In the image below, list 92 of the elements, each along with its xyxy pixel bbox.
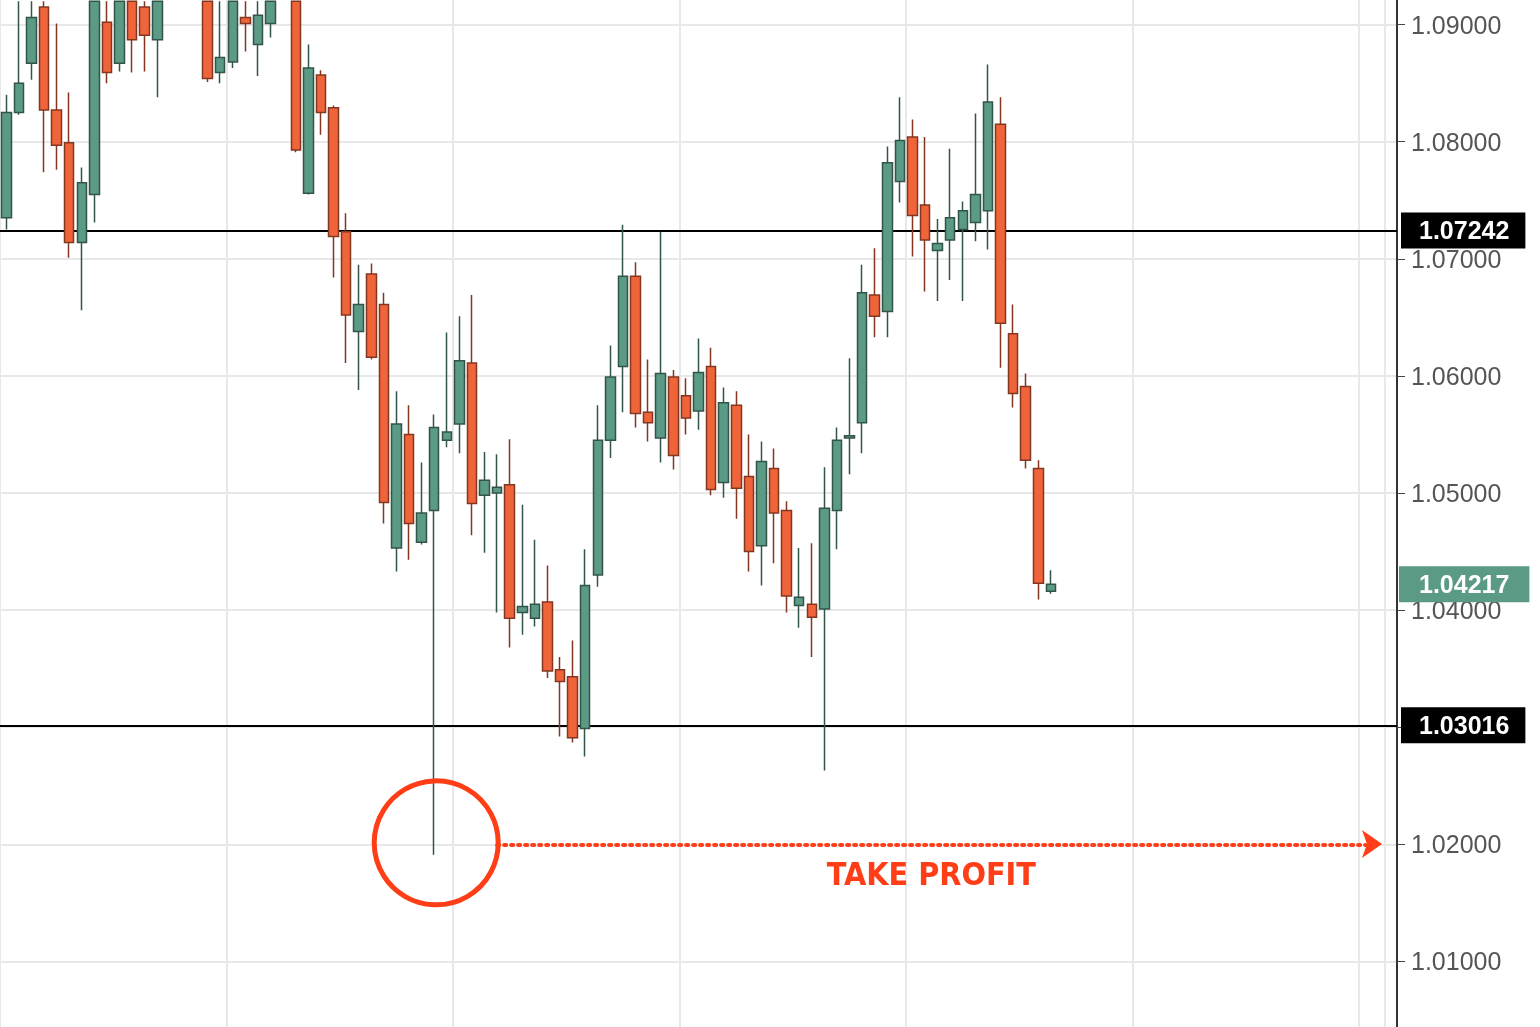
candlestick [428, 413, 440, 856]
candlestick [441, 331, 453, 449]
candlestick [403, 404, 415, 561]
candlestick [894, 96, 906, 204]
candlestick [592, 404, 604, 588]
candlestick [50, 22, 63, 171]
candlestick [680, 377, 692, 436]
candlestick [264, 0, 277, 39]
y-tick-label: 1.06000 [1411, 361, 1502, 390]
candlestick [717, 386, 730, 499]
candlestick [352, 263, 365, 391]
candlestick [868, 247, 881, 339]
candlestick [554, 656, 566, 738]
candlestick [138, 0, 151, 73]
candlestick [1007, 303, 1019, 409]
candlestick [919, 136, 931, 293]
candlestick [529, 539, 541, 628]
candlestick [478, 451, 491, 554]
candlestick [692, 337, 705, 431]
candlestick [780, 500, 793, 614]
candlestick [327, 104, 340, 279]
candlestick [453, 315, 466, 454]
candlestick [629, 261, 642, 429]
candlestick [516, 503, 529, 636]
candlestick [214, 0, 226, 84]
candlestick [793, 547, 805, 629]
candlestick [743, 433, 755, 573]
candlestick [63, 91, 75, 259]
text: 1.04217 [1419, 570, 1510, 599]
ref-line-label: 1.07242 [1419, 216, 1510, 245]
candlestick [957, 200, 969, 302]
candlestick [617, 224, 629, 413]
candlestick [25, 0, 38, 81]
candlestick [239, 0, 252, 53]
candlestick [151, 0, 164, 98]
candlestick [1032, 459, 1045, 601]
candlestick [290, 0, 302, 153]
candlestick [667, 369, 680, 471]
candlestick [604, 344, 617, 459]
candlestick [931, 218, 944, 302]
candlestick [831, 426, 843, 550]
candlestick [881, 145, 894, 339]
candlestick [390, 390, 403, 573]
candlestick [856, 263, 868, 454]
y-tick-label: 1.09000 [1411, 10, 1502, 39]
y-tick-label: 1.07000 [1411, 244, 1502, 273]
candlestick [730, 390, 743, 520]
candlestick [126, 0, 138, 74]
candlestick [491, 453, 503, 614]
candlestick [503, 438, 516, 649]
candlestick [642, 358, 654, 443]
y-tick-label: 1.02000 [1411, 830, 1502, 859]
ref-line-label: 1.03016 [1419, 711, 1510, 740]
candlestick [0, 94, 13, 231]
candlestick [541, 564, 554, 679]
candlestick [340, 212, 352, 364]
candlestick [944, 147, 956, 281]
candlestick [101, 0, 113, 84]
candlestick [378, 292, 390, 525]
y-tick-label: 1.08000 [1411, 127, 1502, 156]
candlestick [768, 447, 780, 565]
candlestick [1019, 372, 1032, 470]
ref-line-label: TAKE PROFIT [826, 855, 1037, 894]
y-tick-label: 1.01000 [1411, 947, 1502, 976]
candlestick [705, 347, 717, 497]
candlestick [201, 0, 214, 83]
candlestick [466, 294, 478, 536]
candlestick [654, 231, 667, 464]
candlestick [38, 0, 50, 173]
candlestick [88, 0, 101, 224]
candlestick [755, 440, 768, 587]
candlestick [994, 96, 1007, 369]
candlestick [579, 548, 591, 758]
candlestick [113, 0, 126, 73]
y-tick-label: 1.05000 [1411, 479, 1502, 508]
y-tick-label: 1.04000 [1411, 596, 1502, 625]
candlestick [843, 357, 856, 476]
candlestick [315, 69, 327, 136]
candlestick [302, 43, 315, 196]
candlestick [982, 63, 994, 251]
candlestick [76, 166, 88, 312]
candlestick [365, 262, 378, 361]
candlestick [227, 0, 239, 69]
candlestick [806, 542, 818, 658]
candlestick [969, 112, 982, 242]
candlestick [415, 461, 428, 546]
candlestick [1045, 569, 1057, 595]
candlestick [566, 639, 579, 744]
candlestick [13, 0, 25, 116]
candlestick [818, 466, 831, 772]
candlestick [906, 118, 919, 258]
candlestick [252, 0, 264, 77]
